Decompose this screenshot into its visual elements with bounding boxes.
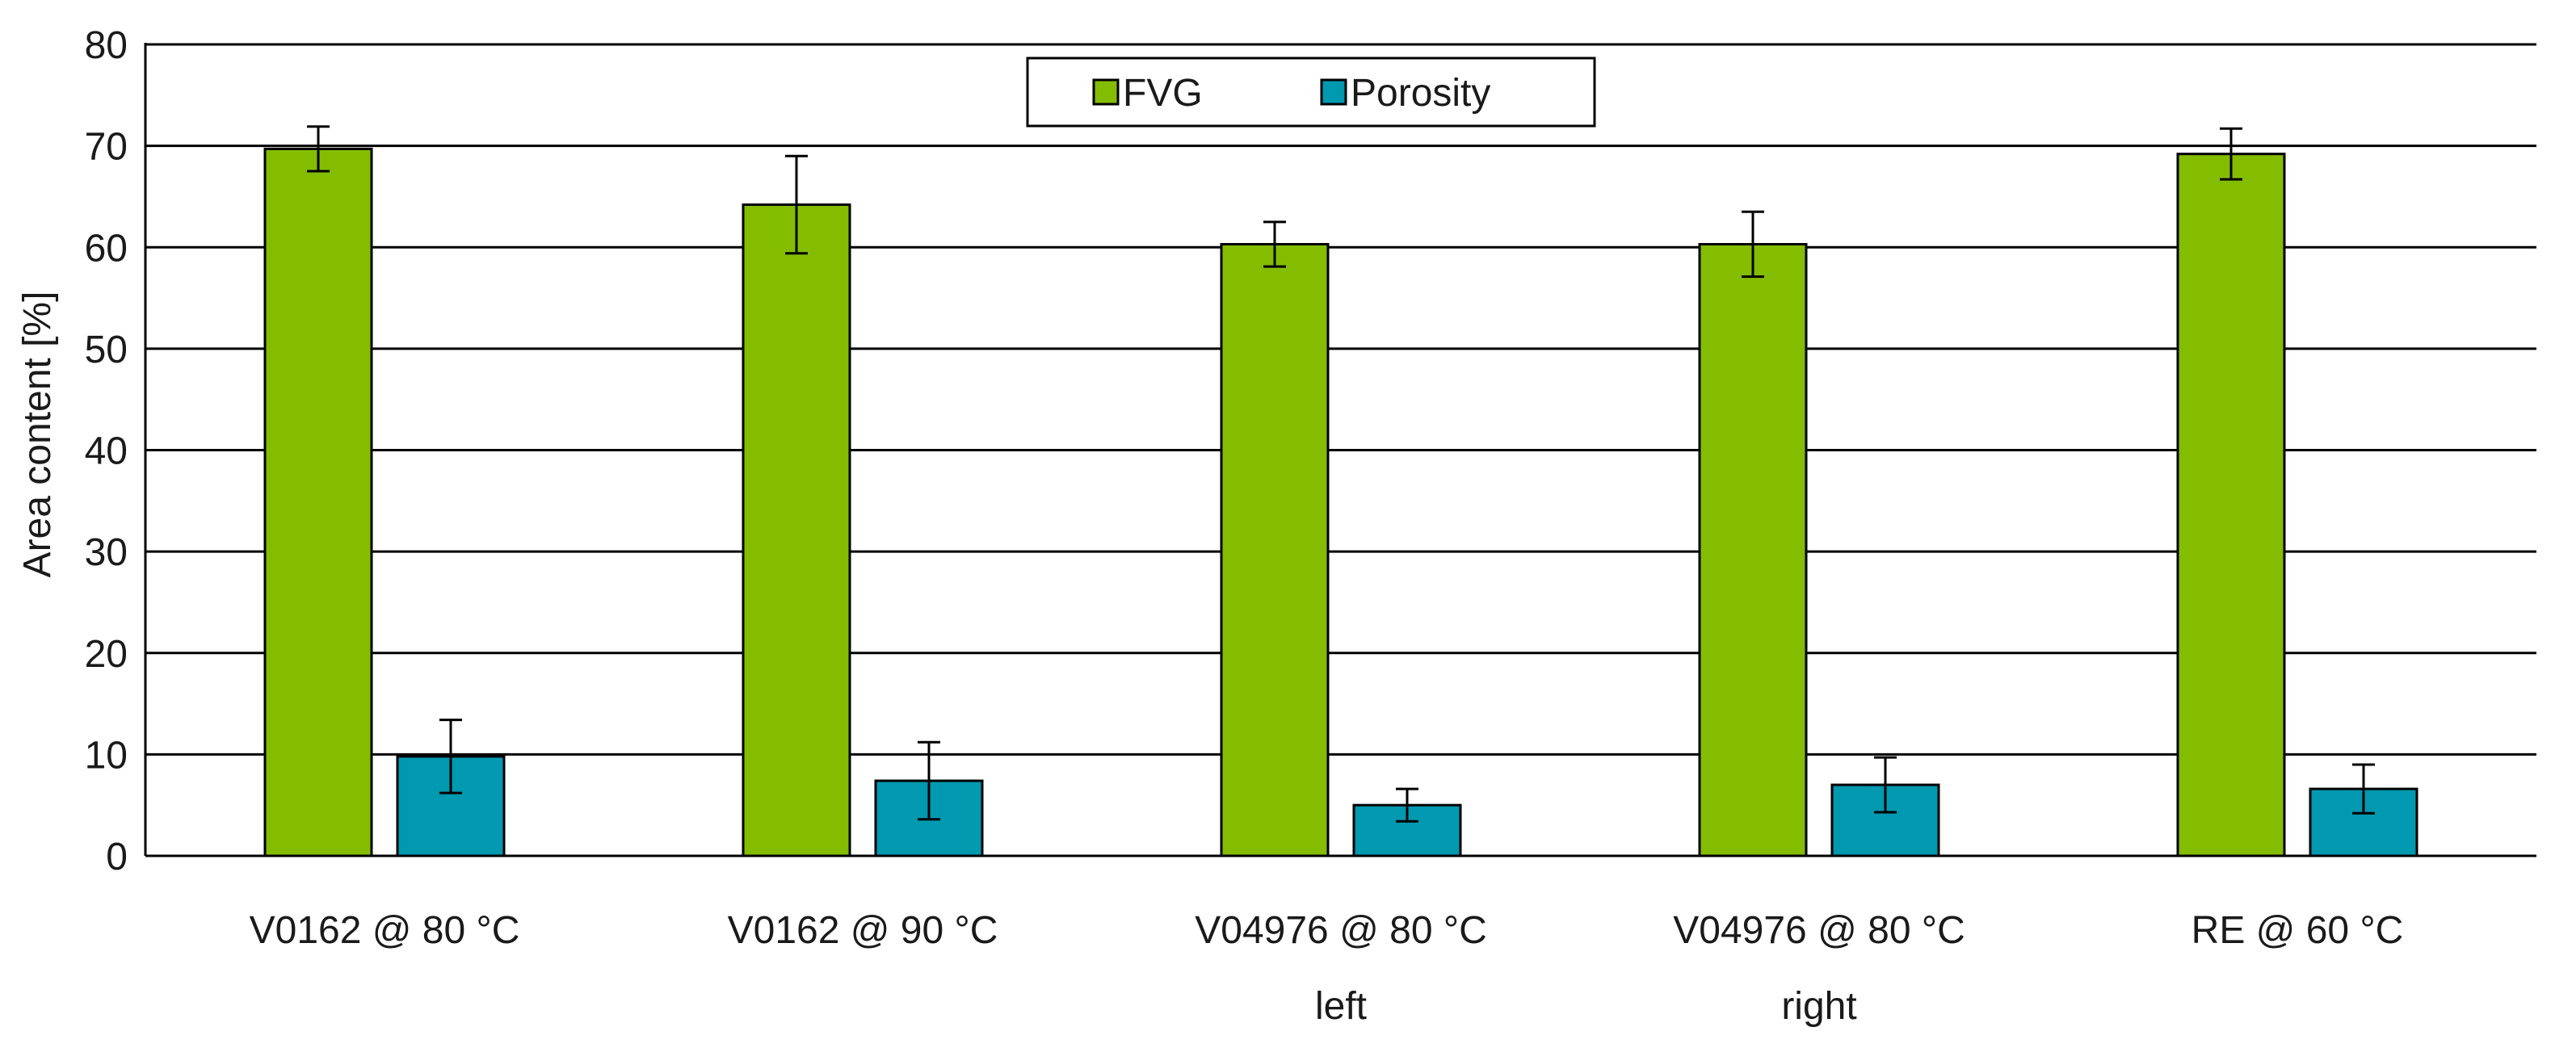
x-category-label: left: [1315, 985, 1367, 1028]
error-bar-fvg-1: [307, 125, 330, 173]
x-category-label: V0162 @ 80 °C: [250, 909, 520, 952]
y-tick-label: 70: [85, 126, 128, 169]
error-bars: [307, 125, 2375, 823]
x-category-label: V0162 @ 90 °C: [728, 909, 998, 952]
axes: [144, 43, 2536, 857]
x-category-label: RE @ 60 °C: [2191, 909, 2404, 952]
legend: FVG Porosity: [1026, 57, 1596, 128]
error-bar-fvg-2: [785, 154, 808, 255]
bar-fvg-1: [263, 147, 373, 857]
legend-swatch-porosity: [1320, 78, 1347, 106]
y-tick-label: 60: [85, 227, 128, 270]
y-tick-label: 0: [106, 836, 128, 878]
x-category-label: V04976 @ 80 °C: [1673, 909, 1965, 952]
error-bar-fvg-3: [1263, 220, 1286, 268]
bar-fvg-3: [1220, 242, 1330, 857]
bars: [263, 147, 2418, 857]
error-bar-porosity-5: [2352, 763, 2375, 815]
legend-swatch-fvg: [1092, 78, 1120, 106]
y-axis-title: Area content [%]: [16, 291, 59, 578]
y-tick-label: 20: [85, 633, 128, 676]
bar-fvg-5: [2176, 153, 2286, 857]
y-tick-label: 80: [85, 24, 128, 67]
error-bar-porosity-1: [439, 719, 462, 794]
error-bar-fvg-4: [1742, 210, 1764, 279]
y-tick-label: 30: [85, 531, 128, 574]
legend-label-porosity: Porosity: [1351, 72, 1490, 115]
y-tick-label: 40: [85, 430, 128, 473]
y-axis-tick-labels: 0 10 20 30 40 50 60 70 80: [85, 24, 128, 878]
bar-fvg-4: [1698, 242, 1808, 857]
error-bar-porosity-4: [1874, 756, 1897, 814]
x-axis-category-labels: V0162 @ 80 °C V0162 @ 90 °C V04976 @ 80 °C…: [250, 909, 2404, 1028]
legend-box: [1026, 57, 1596, 128]
error-bar-porosity-2: [918, 740, 940, 821]
y-tick-label: 10: [85, 734, 128, 777]
x-category-label: V04976 @ 80 °C: [1195, 909, 1486, 952]
bar-fvg-2: [742, 203, 851, 857]
x-category-label: right: [1781, 985, 1856, 1028]
error-bar-porosity-3: [1396, 787, 1418, 823]
legend-label-fvg: FVG: [1123, 72, 1203, 115]
gridlines: [145, 43, 2536, 756]
error-bar-fvg-5: [2220, 127, 2242, 181]
y-tick-label: 50: [85, 329, 128, 371]
